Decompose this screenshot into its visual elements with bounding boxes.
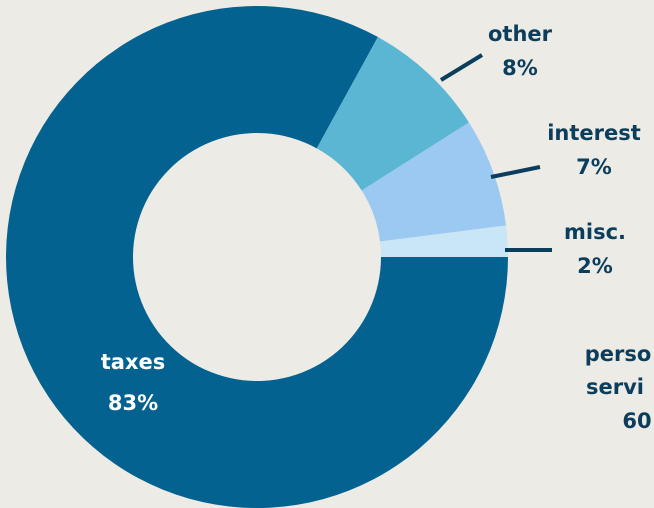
slice-labels: taxes 83% other 8% interest 7% misc. 2% perso ser… [101, 22, 652, 433]
partial-label-line-3: 60 [622, 409, 651, 433]
label-other: other [488, 22, 553, 46]
value-label-interest: 7% [576, 155, 612, 179]
leader-line-other [439, 53, 484, 82]
slice-other [316, 37, 469, 191]
slice-taxes [5, 5, 509, 508]
partial-label-line-1: perso [585, 342, 652, 366]
value-label-other: 8% [502, 56, 538, 80]
value-label-taxes: 83% [108, 391, 158, 415]
leader-line-interest [490, 165, 541, 179]
label-misc: misc. [564, 220, 626, 244]
label-taxes: taxes [101, 350, 166, 374]
slices [5, 5, 509, 508]
partial-label-line-2: servi [586, 375, 644, 399]
slice-misc [380, 225, 508, 257]
slice-interest [361, 122, 507, 242]
label-interest: interest [547, 121, 641, 145]
leader-lines [439, 53, 552, 252]
value-label-misc: 2% [577, 254, 613, 278]
